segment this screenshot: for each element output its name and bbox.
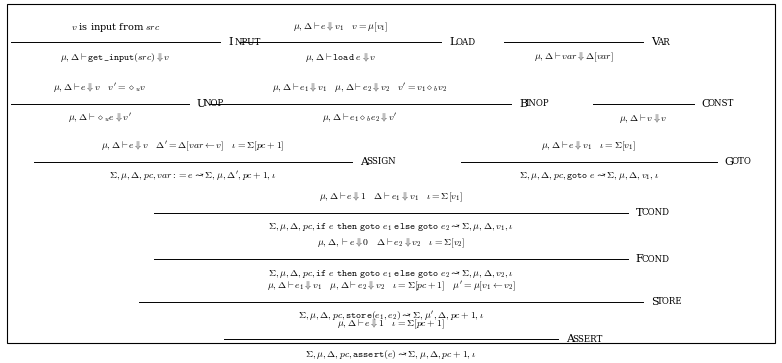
Text: F: F	[636, 254, 644, 264]
Text: NOP: NOP	[203, 99, 224, 108]
Text: $\mu, \Delta \vdash \mathit{var} \Downarrow \Delta[\mathit{var}]$: $\mu, \Delta \vdash \mathit{var} \Downar…	[533, 50, 613, 64]
Text: $\Sigma, \mu, \Delta, pc, \mathtt{store}(e_1, e_2) \rightsquigarrow \Sigma, \mu': $\Sigma, \mu, \Delta, pc, \mathtt{store}…	[298, 310, 484, 323]
Text: ONST: ONST	[708, 99, 734, 108]
Text: COND: COND	[642, 254, 670, 264]
Text: $\mu, \Delta \vdash e \Downarrow 1 \quad \Delta \vdash e_1 \Downarrow v_1 \quad : $\mu, \Delta \vdash e \Downarrow 1 \quad…	[319, 191, 463, 204]
Text: $\mu, \Delta \vdash \mathtt{load}\ e \Downarrow v$: $\mu, \Delta \vdash \mathtt{load}\ e \Do…	[305, 50, 376, 64]
Text: SSIGN: SSIGN	[366, 157, 396, 166]
Text: A: A	[360, 157, 368, 167]
Text: G: G	[725, 157, 734, 167]
Text: COND: COND	[642, 208, 670, 217]
Text: AR: AR	[658, 37, 670, 46]
Text: $\Sigma, \mu, \Delta, pc, \mathtt{if}\ e\ \mathtt{then\ goto}\ e_1\ \mathtt{else: $\Sigma, \mu, \Delta, pc, \mathtt{if}\ e…	[268, 221, 514, 233]
Text: $\mu, \Delta \vdash e_1 \Downarrow v_1 \quad \mu, \Delta \vdash e_2 \Downarrow v: $\mu, \Delta \vdash e_1 \Downarrow v_1 \…	[272, 82, 447, 95]
Text: OTO: OTO	[731, 157, 751, 166]
Text: $\mu, \Delta \vdash e \Downarrow v_1 \quad v = \mu[v_1]$: $\mu, \Delta \vdash e \Downarrow v_1 \qu…	[293, 20, 388, 33]
Text: INOP: INOP	[526, 99, 549, 108]
Text: NPUT: NPUT	[234, 37, 260, 46]
Text: $v$ is input from $\mathit{src}$: $v$ is input from $\mathit{src}$	[70, 21, 160, 33]
Text: L: L	[449, 37, 457, 47]
Text: $\mu, \Delta \vdash e \Downarrow 1 \quad \iota = \Sigma[pc+1]$: $\mu, \Delta \vdash e \Downarrow 1 \quad…	[337, 317, 445, 331]
Text: TORE: TORE	[658, 297, 683, 306]
Text: $\mu, \Delta \vdash e_1 \Downarrow v_1 \quad \mu, \Delta \vdash e_2 \Downarrow v: $\mu, \Delta \vdash e_1 \Downarrow v_1 \…	[267, 280, 515, 293]
Text: $\Sigma, \mu, \Delta, pc, \mathtt{assert}(e) \rightsquigarrow \Sigma, \mu, \Delt: $\Sigma, \mu, \Delta, pc, \mathtt{assert…	[305, 348, 477, 361]
Text: $\mu, \Delta \vdash e \Downarrow v_1 \quad \iota = \Sigma[v_1]$: $\mu, \Delta \vdash e \Downarrow v_1 \qu…	[541, 140, 637, 153]
Text: OAD: OAD	[455, 37, 475, 46]
Text: $\mu, \Delta \vdash e_1 \diamond_b e_2 \Downarrow v'$: $\mu, \Delta \vdash e_1 \diamond_b e_2 \…	[322, 112, 398, 125]
Text: T: T	[636, 208, 643, 218]
Text: $\mu, \Delta \vdash \mathtt{get\_input}(\mathit{src}) \Downarrow v$: $\mu, \Delta \vdash \mathtt{get\_input}(…	[60, 50, 170, 64]
Text: SSERT: SSERT	[572, 335, 602, 344]
Text: I: I	[228, 37, 232, 47]
Text: $\Sigma, \mu, \Delta, pc, \mathtt{if}\ e\ \mathtt{then\ goto}\ e_1\ \mathtt{else: $\Sigma, \mu, \Delta, pc, \mathtt{if}\ e…	[268, 268, 514, 280]
Text: $\mu, \Delta \vdash v \Downarrow v$: $\mu, \Delta \vdash v \Downarrow v$	[619, 112, 668, 125]
Text: $\Sigma, \mu, \Delta, pc, \mathtt{goto}\ e \rightsquigarrow \Sigma, \mu, \Delta,: $\Sigma, \mu, \Delta, pc, \mathtt{goto}\…	[518, 170, 659, 182]
Text: C: C	[701, 99, 710, 109]
Bar	[7, 4, 775, 343]
Text: $\mu, \Delta \vdash e \Downarrow v \quad v' = \diamond_u v$: $\mu, \Delta \vdash e \Downarrow v \quad…	[53, 82, 146, 95]
Text: S: S	[651, 297, 658, 307]
Text: B: B	[519, 99, 527, 109]
Text: $\mu, \Delta, \vdash e \Downarrow 0 \quad \Delta \vdash e_2 \Downarrow v_2 \quad: $\mu, \Delta, \vdash e \Downarrow 0 \qua…	[317, 237, 465, 250]
Text: $\mu, \Delta \vdash e \Downarrow v \quad \Delta' = \Delta[\mathit{var} \leftarro: $\mu, \Delta \vdash e \Downarrow v \quad…	[102, 139, 285, 153]
Text: $\mu, \Delta \vdash \diamond_u e \Downarrow v'$: $\mu, \Delta \vdash \diamond_u e \Downar…	[68, 112, 131, 125]
Text: $\Sigma, \mu, \Delta, pc, \mathit{var} := e \rightsquigarrow \Sigma, \mu, \Delta: $\Sigma, \mu, \Delta, pc, \mathit{var} :…	[109, 170, 277, 183]
Text: U: U	[197, 99, 206, 109]
Text: V: V	[651, 37, 659, 47]
Text: A: A	[565, 334, 574, 344]
